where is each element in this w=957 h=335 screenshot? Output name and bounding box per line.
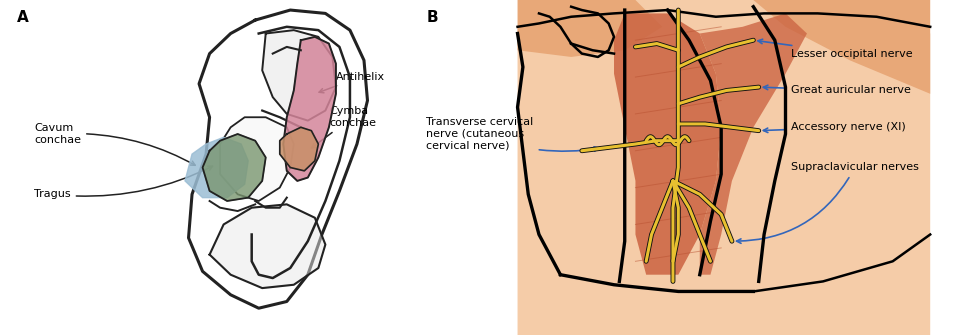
Text: Antihelix: Antihelix (319, 72, 385, 93)
Polygon shape (753, 0, 930, 94)
Polygon shape (614, 13, 722, 275)
Text: B: B (427, 10, 438, 25)
Text: Great auricular nerve: Great auricular nerve (764, 85, 911, 95)
Text: Lesser occipital nerve: Lesser occipital nerve (758, 39, 912, 59)
Text: Cymba
conchae: Cymba conchae (311, 107, 376, 148)
Polygon shape (283, 37, 336, 181)
Text: Supraclavicular nerves: Supraclavicular nerves (737, 162, 919, 243)
Text: Cavum
conchae: Cavum conchae (34, 123, 195, 165)
Polygon shape (518, 0, 662, 57)
Text: Transverse cervical
nerve (cutaneous
cervical nerve): Transverse cervical nerve (cutaneous cer… (427, 117, 599, 151)
Polygon shape (700, 13, 807, 275)
Text: A: A (16, 10, 29, 25)
Polygon shape (220, 117, 294, 201)
Polygon shape (210, 204, 325, 288)
Polygon shape (203, 134, 266, 201)
Polygon shape (518, 0, 930, 335)
Text: Tragus: Tragus (34, 166, 212, 199)
Polygon shape (185, 137, 248, 198)
Polygon shape (262, 30, 336, 121)
Polygon shape (189, 10, 367, 308)
Polygon shape (279, 127, 319, 171)
Text: Accessory nerve (XI): Accessory nerve (XI) (764, 122, 905, 133)
